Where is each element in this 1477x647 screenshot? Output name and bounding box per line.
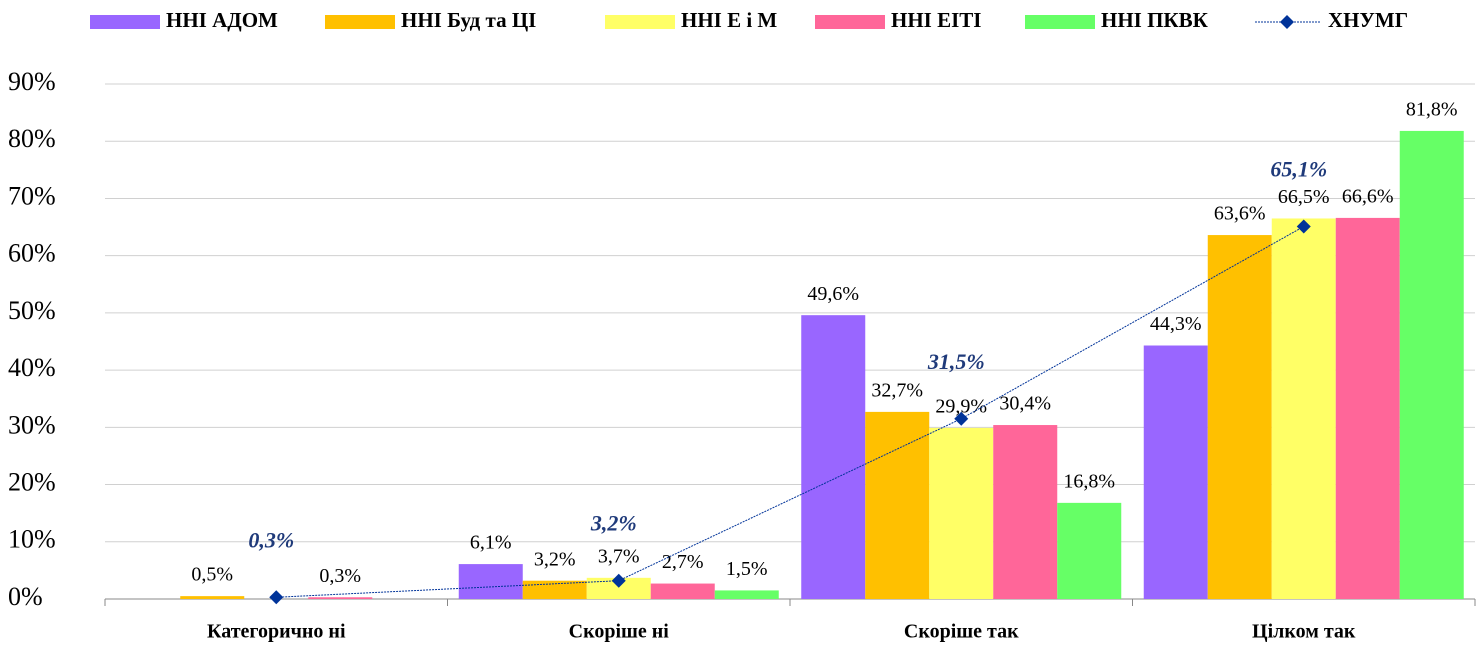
y-tick-label: 70%	[8, 181, 56, 210]
y-tick-label: 40%	[8, 353, 56, 382]
bar	[308, 597, 373, 599]
legend-label: ННІ ЕІТІ	[891, 8, 981, 32]
data-label: 30,4%	[999, 393, 1051, 415]
data-label: 2,7%	[662, 551, 704, 573]
legend-label: ННІ ПКВК	[1101, 8, 1209, 32]
data-label: 0,5%	[191, 564, 233, 586]
data-label: 49,6%	[807, 283, 859, 305]
line-label: 0,3%	[248, 527, 294, 552]
x-tick-label: Скоріше так	[904, 621, 1019, 643]
bar	[1271, 218, 1336, 599]
bar	[1057, 502, 1122, 599]
y-tick-label: 30%	[8, 410, 56, 439]
bar	[180, 596, 245, 599]
bar	[650, 583, 715, 599]
bar	[1399, 130, 1464, 599]
legend-label: ХНУМГ	[1328, 8, 1408, 32]
y-tick-label: 60%	[8, 239, 56, 268]
data-label: 3,2%	[534, 548, 576, 570]
data-label: 1,5%	[726, 558, 768, 580]
bar	[865, 411, 930, 599]
data-label: 6,1%	[470, 532, 512, 554]
bar	[993, 425, 1058, 599]
y-tick-label: 0%	[8, 582, 43, 611]
bar	[929, 427, 994, 599]
data-label: 3,7%	[598, 545, 640, 567]
y-tick-label: 80%	[8, 124, 56, 153]
bar	[1143, 345, 1208, 599]
y-tick-label: 10%	[8, 525, 56, 554]
data-label: 16,8%	[1063, 470, 1115, 492]
legend-marker	[1280, 15, 1294, 29]
line-label: 65,1%	[1270, 157, 1327, 182]
data-label: 63,6%	[1214, 203, 1266, 225]
data-label: 66,6%	[1342, 185, 1394, 207]
legend-label: ННІ Е і М	[681, 8, 777, 32]
y-tick-label: 20%	[8, 468, 56, 497]
y-tick-label: 50%	[8, 296, 56, 325]
data-label: 44,3%	[1150, 313, 1202, 335]
legend-label: ННІ АДОМ	[166, 8, 278, 32]
bar	[801, 315, 866, 599]
bar	[586, 577, 651, 599]
line-label: 3,2%	[590, 511, 637, 536]
data-label: 32,7%	[871, 379, 923, 401]
bar	[1207, 235, 1272, 600]
line-marker	[269, 590, 284, 605]
line-label: 31,5%	[927, 349, 985, 374]
y-tick-label: 90%	[8, 67, 56, 96]
legend-swatch	[1025, 15, 1095, 29]
bar	[714, 590, 779, 599]
legend-label: ННІ Буд та ЦІ	[401, 8, 536, 32]
x-tick-label: Категорично ні	[207, 621, 346, 643]
line	[276, 226, 1304, 598]
data-label: 81,8%	[1406, 99, 1458, 121]
x-tick-label: Скоріше ні	[569, 621, 670, 643]
legend-swatch	[815, 15, 885, 29]
x-tick-label: Цілком так	[1252, 621, 1356, 643]
data-label: 66,5%	[1278, 186, 1330, 208]
legend-swatch	[605, 15, 675, 29]
data-label: 0,3%	[319, 565, 361, 587]
line-marker	[954, 411, 969, 426]
bar	[522, 580, 587, 599]
line-marker	[1296, 219, 1311, 234]
legend-swatch	[325, 15, 395, 29]
line-marker	[611, 573, 626, 588]
bar	[1335, 217, 1400, 599]
bar	[458, 564, 523, 599]
legend-swatch	[90, 15, 160, 29]
